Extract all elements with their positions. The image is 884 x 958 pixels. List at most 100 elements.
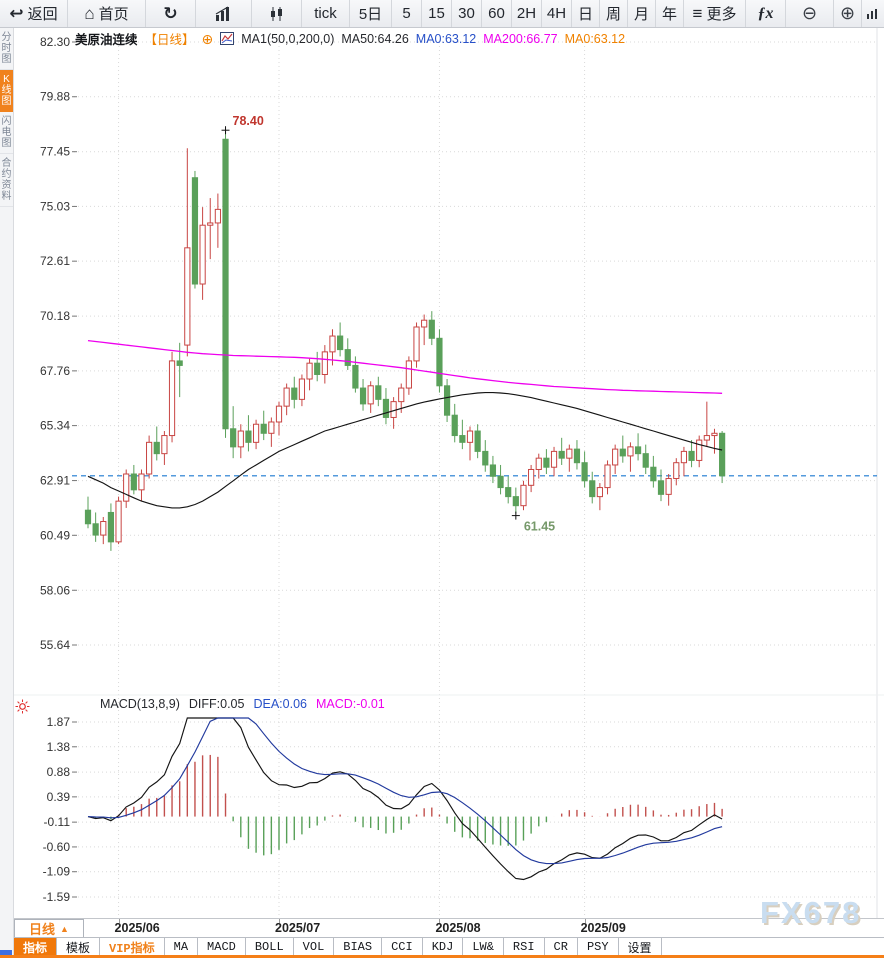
- sidebar-item-timeshare[interactable]: 分时图: [0, 28, 13, 70]
- tab-cci[interactable]: CCI: [382, 938, 423, 956]
- price-axis-label: 62.91: [40, 474, 70, 488]
- period-60m-label: 60: [488, 5, 505, 22]
- x-axis-label: 2025/06: [114, 921, 160, 935]
- more-button[interactable]: ≡ 更多: [684, 0, 746, 27]
- zoom-in-button[interactable]: ⊕: [834, 0, 862, 27]
- period-month-button[interactable]: 月: [628, 0, 656, 27]
- chevron-up-icon: ▲: [60, 923, 69, 934]
- x-axis-row: 日线 ▲ 2025/06 2025/07 2025/08 2025/09: [14, 918, 884, 938]
- back-label: 返回: [27, 6, 58, 23]
- back-icon: ↩: [9, 4, 24, 23]
- ma0-blue-value: MA0:63.12: [415, 31, 477, 46]
- sidebar-item-kline[interactable]: K线图: [0, 70, 13, 112]
- x-axis-tick: [584, 919, 586, 923]
- ma50-line: [87, 392, 723, 509]
- price-axis-label: 55.64: [40, 638, 70, 652]
- volume-chart-icon: [215, 5, 229, 21]
- chart-canvas[interactable]: 82.30 79.88 77.45 75.03 72.61 70.18 67.76 65.34…: [14, 28, 884, 918]
- period-tick-button[interactable]: tick: [302, 0, 350, 27]
- macd-diff-value: DIFF:0.05: [188, 697, 245, 711]
- sidebar-item-lightning[interactable]: 闪电图: [0, 112, 13, 154]
- tab-settings[interactable]: 设置: [619, 938, 662, 956]
- macd-axis-label: -0.11: [44, 815, 71, 829]
- tab-cr[interactable]: CR: [545, 938, 578, 956]
- indicator-sun-icon[interactable]: [15, 699, 30, 719]
- zoom-out-button[interactable]: ⊖: [786, 0, 834, 27]
- period-4h-label: 4H: [546, 5, 567, 22]
- tab-boll[interactable]: BOLL: [246, 938, 294, 956]
- period-year-button[interactable]: 年: [656, 0, 684, 27]
- tab-psy[interactable]: PSY: [578, 938, 619, 956]
- period-4h-button[interactable]: 4H: [542, 0, 572, 27]
- period-5d-button[interactable]: 5日: [350, 0, 392, 27]
- period-30m-button[interactable]: 30: [452, 0, 482, 27]
- refresh-icon: ↻: [163, 4, 178, 23]
- macd-diff-line: [87, 717, 723, 881]
- volume-chart-button[interactable]: [196, 0, 252, 27]
- formula-icon: ƒx: [757, 4, 774, 22]
- x-axis-tick: [439, 919, 441, 923]
- ma200-value: MA200:66.77: [483, 31, 558, 46]
- indicator-tabbar: 指标 模板 VIP指标 MA MACD BOLL VOL BIAS CCI KD…: [14, 937, 884, 957]
- macd-title: MACD(13,8,9): [100, 697, 180, 711]
- legend-chart-icon[interactable]: [220, 32, 235, 45]
- add-indicator-icon[interactable]: ⊕: [201, 30, 214, 47]
- x-axis-tick: [118, 919, 120, 923]
- period-day-label: 日: [577, 6, 593, 23]
- macd-dea-value: DEA:0.06: [253, 697, 307, 711]
- period-tick-label: tick: [314, 5, 337, 22]
- period-selector-label: 日线: [29, 922, 56, 937]
- period-15m-button[interactable]: 15: [422, 0, 452, 27]
- tab-vol[interactable]: VOL: [294, 938, 335, 956]
- bottom-accent-bar: [0, 955, 884, 958]
- macd-axis-label: 1.38: [47, 740, 71, 754]
- period-week-label: 周: [605, 6, 621, 23]
- sidebar-item-contract-info[interactable]: 合约资料: [0, 154, 13, 207]
- price-axis-label: 72.61: [40, 254, 70, 268]
- zoom-out-icon: ⊖: [801, 3, 818, 23]
- main-legend: 美原油连续 【日线】 ⊕ MA1(50,0,200,0) MA50:64.26 …: [75, 29, 625, 48]
- refresh-button[interactable]: ↻: [146, 0, 196, 27]
- period-60m-button[interactable]: 60: [482, 0, 512, 27]
- macd-axis-label: -1.09: [43, 865, 71, 879]
- macd-legend: MACD(13,8,9) DIFF:0.05 DEA:0.06 MACD:-0.…: [100, 697, 385, 711]
- formula-button[interactable]: ƒx: [746, 0, 786, 27]
- tab-macd[interactable]: MACD: [198, 938, 246, 956]
- tab-kdj[interactable]: KDJ: [423, 938, 464, 956]
- symbol-title: 美原油连续: [75, 33, 138, 47]
- mini-chart-button[interactable]: [862, 0, 884, 27]
- ma-group-label: MA1(50,0,200,0): [241, 31, 335, 46]
- tab-indicator[interactable]: 指标: [14, 938, 58, 956]
- top-toolbar: ↩ 返回 ⌂ 首页 ↻ tick: [0, 0, 884, 28]
- hamburger-icon: ≡: [692, 4, 703, 23]
- tab-bias[interactable]: BIAS: [334, 938, 383, 956]
- left-sidebar: 分时图 K线图 闪电图 合约资料: [0, 28, 14, 958]
- period-30m-label: 30: [458, 5, 475, 22]
- macd-axis-label: -0.60: [43, 840, 71, 854]
- home-button[interactable]: ⌂ 首页: [68, 0, 146, 27]
- tab-lw[interactable]: LW&: [463, 938, 504, 956]
- kline-style-button[interactable]: [252, 0, 302, 27]
- x-axis-label: 2025/08: [435, 921, 481, 935]
- macd-axis-label: 0.88: [47, 765, 71, 779]
- tab-template[interactable]: 模板: [57, 938, 101, 956]
- period-5m-button[interactable]: 5: [392, 0, 422, 27]
- tab-vip-indicator[interactable]: VIP指标: [100, 938, 165, 956]
- period-day-button[interactable]: 日: [572, 0, 600, 27]
- home-icon: ⌂: [84, 4, 95, 23]
- more-label: 更多: [706, 6, 737, 23]
- back-button[interactable]: ↩ 返回: [0, 0, 68, 27]
- price-axis-label: 75.03: [40, 199, 70, 213]
- period-selector[interactable]: 日线 ▲: [14, 919, 84, 938]
- tab-ma[interactable]: MA: [165, 938, 199, 956]
- watermark: FX678: [760, 895, 862, 930]
- price-axis-label: 79.88: [40, 90, 70, 104]
- period-5d-label: 5日: [358, 6, 383, 23]
- x-axis-label: 2025/09: [580, 921, 626, 935]
- period-2h-button[interactable]: 2H: [512, 0, 542, 27]
- tab-rsi[interactable]: RSI: [504, 938, 545, 956]
- period-week-button[interactable]: 周: [600, 0, 628, 27]
- period-badge: 【日线】: [144, 33, 195, 47]
- macd-axis-label: 0.39: [47, 790, 71, 804]
